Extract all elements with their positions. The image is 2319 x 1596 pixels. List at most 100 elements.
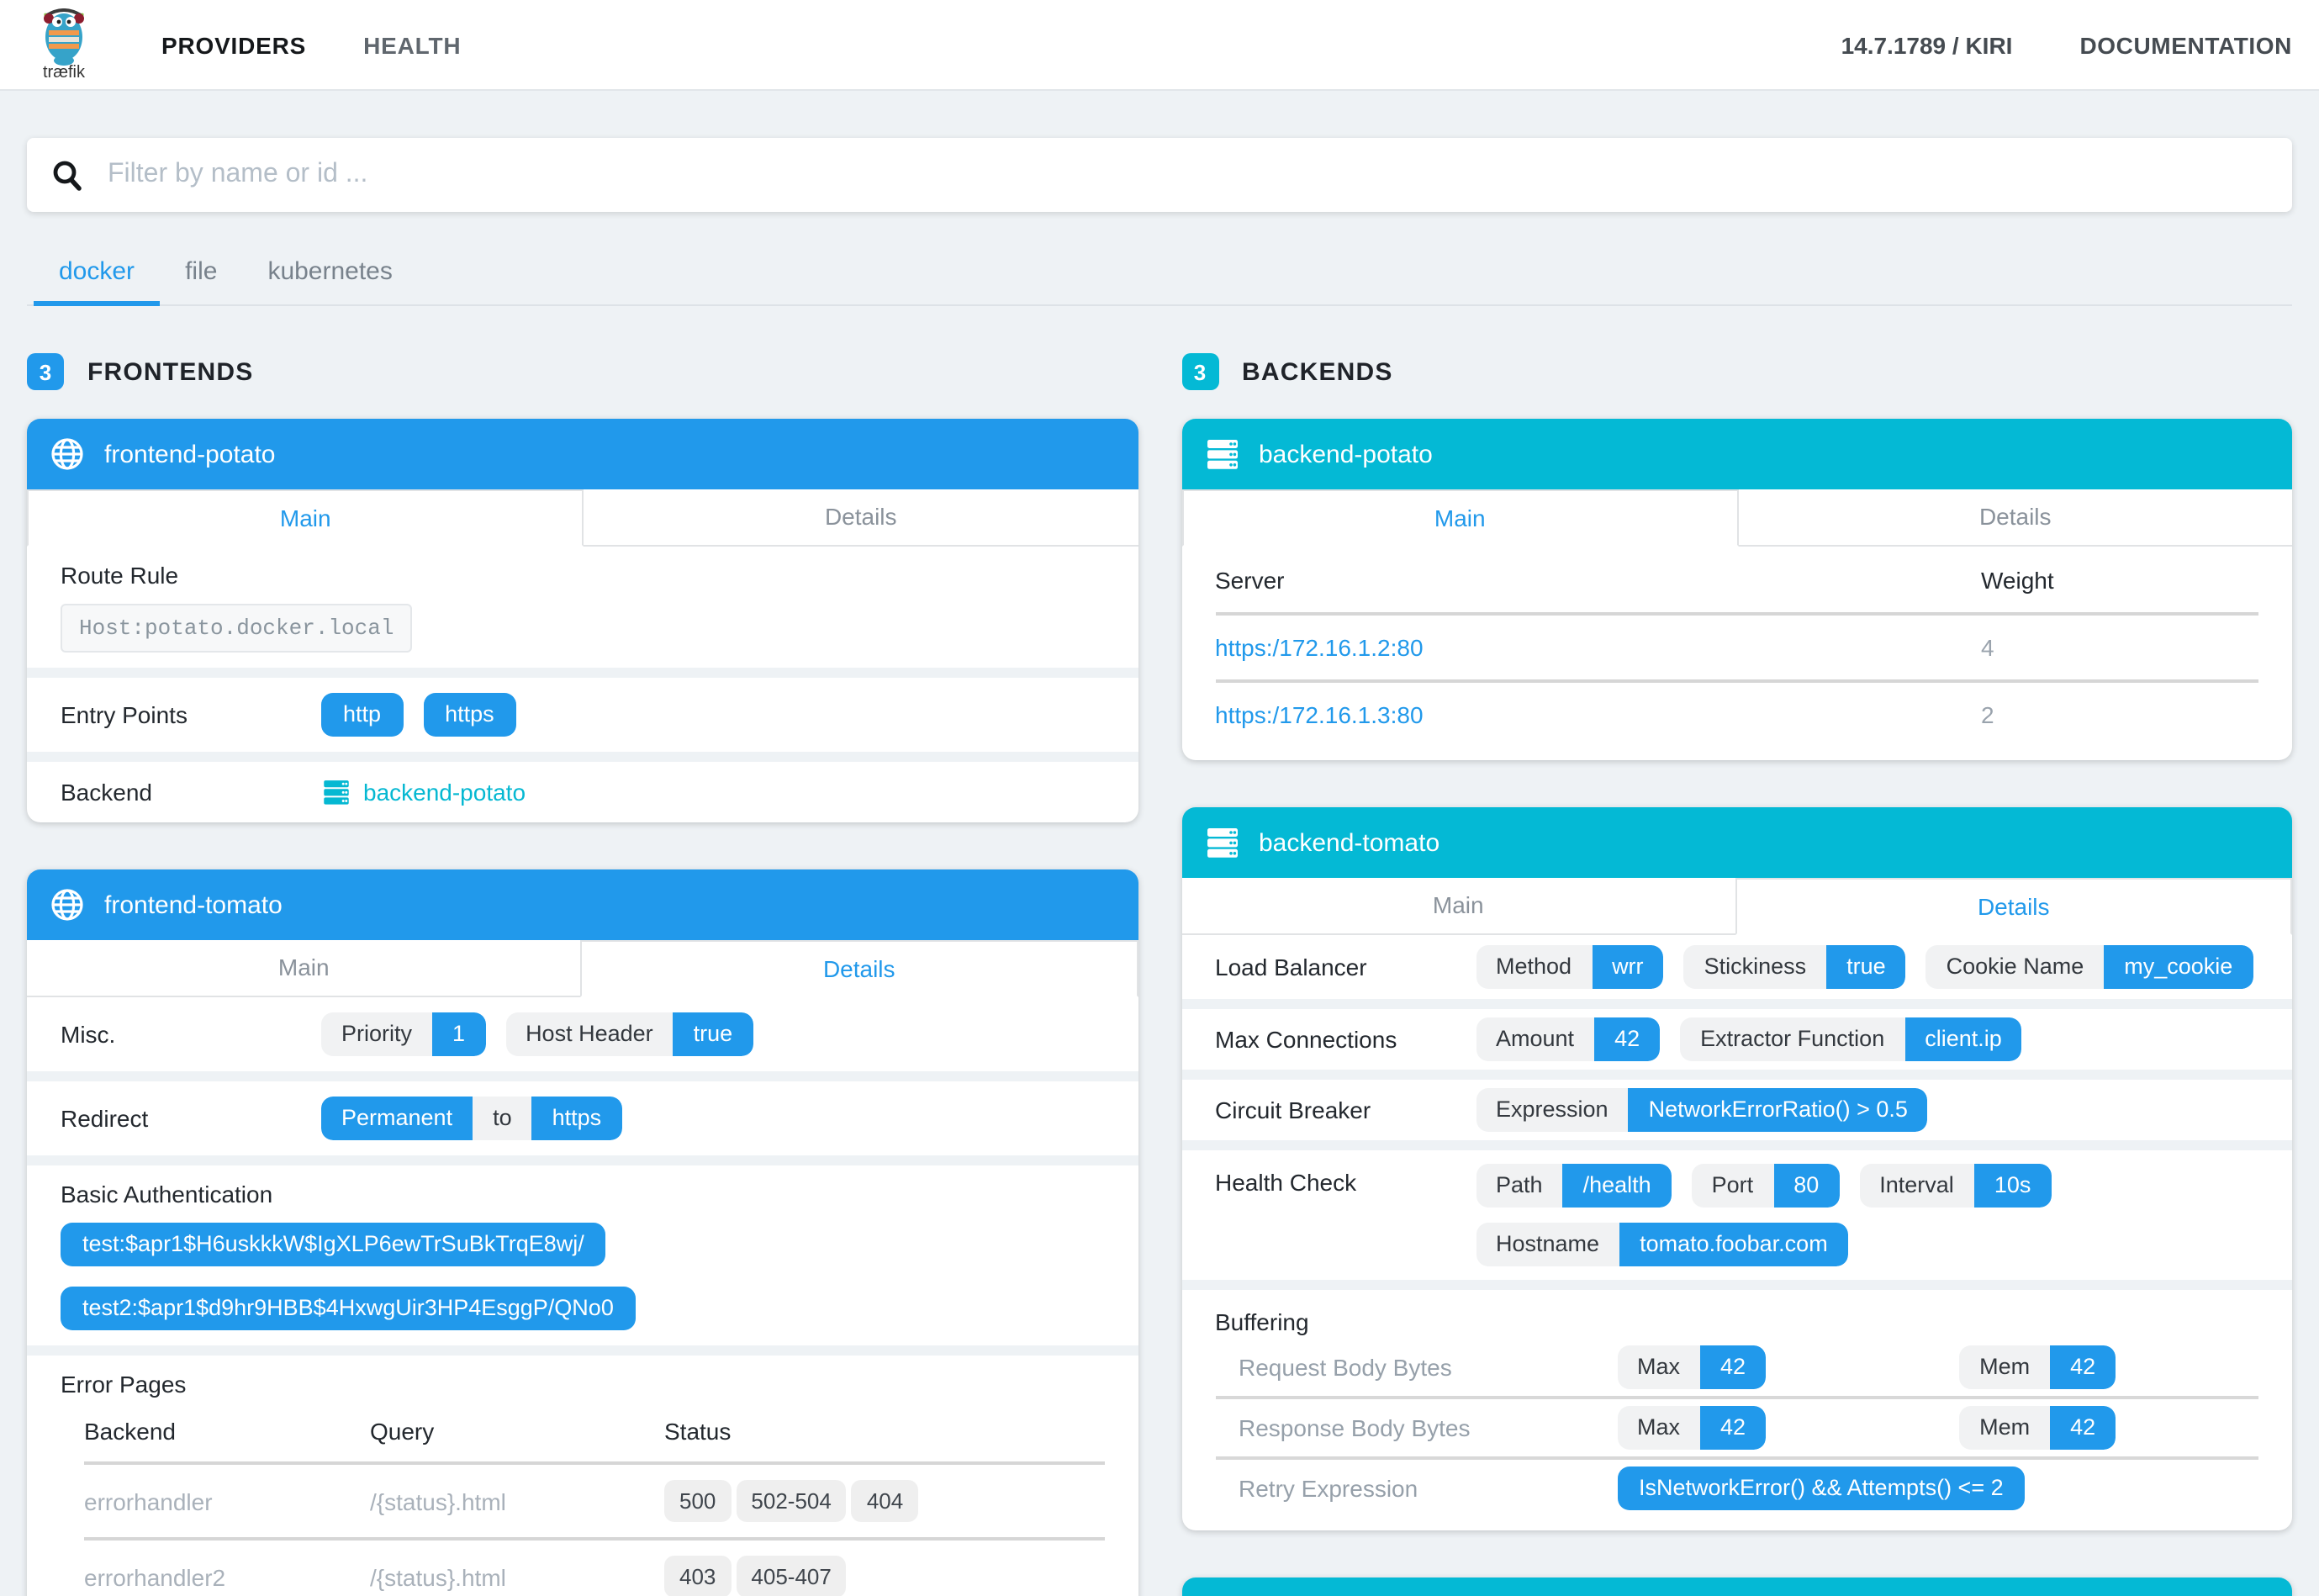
retry-expression-row: Retry Expression IsNetworkError() && Att… bbox=[1215, 1456, 2258, 1517]
load-balancer-row: Load Balancer Method wrr Stickiness true C… bbox=[1181, 935, 2292, 999]
tab-details[interactable]: Details bbox=[584, 489, 1138, 545]
nav-item-documentation[interactable]: DOCUMENTATION bbox=[2079, 31, 2292, 58]
host-header-pair: Host Header true bbox=[505, 1012, 753, 1056]
mem-pair: Mem 42 bbox=[1959, 1406, 2116, 1450]
buffering-label: Buffering bbox=[1215, 1308, 1309, 1335]
card-frontend-potato: frontend-potato Main Details Route Rule … bbox=[27, 419, 1138, 822]
entry-point-chip: https bbox=[423, 693, 516, 737]
path-pair: Path/health bbox=[1476, 1164, 1672, 1208]
tab-details[interactable]: Details bbox=[1738, 489, 2292, 545]
health-check-row: Health Check Path/health Port 80 Interval… bbox=[1181, 1140, 2292, 1280]
basic-auth-chip: test2:$apr1$d9hr9HBB$4HxwgUir3HP4EsggP/Q… bbox=[61, 1287, 636, 1330]
tab-details[interactable]: Details bbox=[1735, 878, 2292, 935]
server-icon bbox=[324, 780, 349, 805]
redirect-label: Redirect bbox=[61, 1105, 149, 1132]
cookie-name-pair: Cookie Name my_cookie bbox=[1925, 945, 2253, 989]
tab-main[interactable]: Main bbox=[27, 489, 584, 547]
page-content: docker file kubernetes 3 FRONTENDS bbox=[0, 138, 2319, 1596]
traefik-logo[interactable]: træfik bbox=[27, 8, 101, 82]
backends-count-badge: 3 bbox=[1181, 353, 1218, 390]
tab-kubernetes[interactable]: kubernetes bbox=[267, 257, 393, 286]
retry-expression-chip: IsNetworkError() && Attempts() <= 2 bbox=[1617, 1467, 2026, 1510]
card-frontend-potato-tabs: Main Details bbox=[27, 489, 1138, 547]
entry-points-row: Entry Points http https bbox=[27, 668, 1138, 752]
globe-icon bbox=[51, 889, 83, 921]
card-backend-potato-header: backend-potato bbox=[1181, 419, 2292, 489]
status-chip: 405-407 bbox=[736, 1556, 847, 1596]
status-chip: 403 bbox=[664, 1556, 732, 1596]
card-backend-lettuce: backend-lettuce Main Details bbox=[1181, 1578, 2292, 1596]
tab-docker[interactable]: docker bbox=[34, 242, 161, 306]
tab-file[interactable]: file bbox=[185, 257, 218, 286]
stickiness-pair: Stickiness true bbox=[1683, 945, 1906, 989]
tab-main[interactable]: Main bbox=[27, 940, 581, 996]
route-rule-row: Route Rule Host:potato.docker.local bbox=[27, 547, 1138, 668]
extractor-pair: Extractor Function client.ip bbox=[1680, 1017, 2022, 1061]
backend-link-label: backend-potato bbox=[363, 779, 526, 806]
amount-pair: Amount 42 bbox=[1476, 1017, 1661, 1061]
backend-row: Backend backend-potato bbox=[27, 752, 1138, 822]
provider-tabs: docker file kubernetes bbox=[27, 242, 2292, 306]
version-label: 14.7.1789 / KIRI bbox=[1841, 31, 2013, 58]
response-body-bytes-row: Response Body Bytes Max 42 Mem 42 bbox=[1215, 1396, 2258, 1456]
route-rule-label: Route Rule bbox=[61, 562, 179, 589]
tab-main[interactable]: Main bbox=[1181, 878, 1735, 933]
nav-item-health[interactable]: HEALTH bbox=[363, 31, 462, 58]
table-row: https:/172.16.1.3:80 2 bbox=[1215, 679, 2258, 747]
backend-potato-link[interactable]: backend-potato bbox=[321, 777, 526, 807]
basic-auth-chip: test:$apr1$H6uskkkW$IgXLP6ewTrSuBkTrqE8w… bbox=[61, 1223, 606, 1266]
load-balancer-label: Load Balancer bbox=[1215, 954, 1367, 980]
misc-label: Misc. bbox=[61, 1021, 116, 1048]
tab-details[interactable]: Details bbox=[580, 940, 1138, 997]
backends-section-head: 3 BACKENDS bbox=[1181, 353, 2292, 390]
backends-title: BACKENDS bbox=[1242, 357, 1393, 386]
request-body-bytes-label: Request Body Bytes bbox=[1239, 1354, 1452, 1381]
error-pages-label: Error Pages bbox=[61, 1371, 187, 1398]
frontends-column: 3 FRONTENDS frontend-potato bbox=[27, 353, 1138, 1596]
server-icon bbox=[1207, 440, 1237, 469]
nav-links: PROVIDERS HEALTH bbox=[161, 31, 461, 58]
card-title: frontend-tomato bbox=[104, 890, 283, 919]
priority-pair: Priority 1 bbox=[321, 1012, 486, 1056]
table-row: https:/172.16.1.2:80 4 bbox=[1215, 616, 2258, 679]
card-backend-tomato: backend-tomato Main Details Load Balance… bbox=[1181, 807, 2292, 1530]
status-chip: 500 bbox=[664, 1480, 732, 1522]
backends-column: 3 BACKENDS backend-pota bbox=[1181, 353, 2292, 1596]
max-pair: Max 42 bbox=[1617, 1345, 1767, 1389]
card-title: backend-tomato bbox=[1259, 828, 1440, 857]
request-body-bytes-row: Request Body Bytes Max 42 Mem 42 bbox=[1215, 1339, 2258, 1396]
card-frontend-tomato-tabs: Main Details bbox=[27, 940, 1138, 997]
card-backend-tomato-header: backend-tomato bbox=[1181, 807, 2292, 878]
card-frontend-tomato: frontend-tomato Main Details Misc. Prior… bbox=[27, 869, 1138, 1596]
server-link[interactable]: https:/172.16.1.3:80 bbox=[1215, 701, 1424, 728]
frontends-section-head: 3 FRONTENDS bbox=[27, 353, 1138, 390]
card-backend-potato: backend-potato Main Details Server Weigh… bbox=[1181, 419, 2292, 760]
circuit-breaker-label: Circuit Breaker bbox=[1215, 1097, 1371, 1123]
traefik-gopher-icon bbox=[44, 8, 84, 65]
error-pages-row: Error Pages Backend Query Status errorha… bbox=[27, 1345, 1138, 1596]
nav-right: 14.7.1789 / KIRI DOCUMENTATION bbox=[1841, 31, 2292, 58]
servers-table: Server Weight https:/172.16.1.2:80 4 htt… bbox=[1181, 547, 2292, 760]
search-input[interactable] bbox=[104, 158, 2269, 192]
backend-label: Backend bbox=[61, 779, 152, 806]
tab-main[interactable]: Main bbox=[1181, 489, 1739, 547]
redirect-row: Redirect Permanent to https bbox=[27, 1071, 1138, 1155]
globe-icon bbox=[51, 438, 83, 470]
servers-table-head: Server Weight bbox=[1215, 550, 2258, 616]
server-icon bbox=[1207, 828, 1237, 858]
server-link[interactable]: https:/172.16.1.2:80 bbox=[1215, 634, 1424, 661]
card-backend-potato-tabs: Main Details bbox=[1181, 489, 2292, 547]
route-rule-value: Host:potato.docker.local bbox=[61, 604, 413, 653]
expression-pair: Expression NetworkErrorRatio() > 0.5 bbox=[1476, 1088, 1928, 1132]
nav-item-providers[interactable]: PROVIDERS bbox=[161, 31, 307, 58]
card-backend-lettuce-header: backend-lettuce bbox=[1181, 1578, 2292, 1596]
interval-pair: Interval 10s bbox=[1859, 1164, 2052, 1208]
basic-auth-label: Basic Authentication bbox=[61, 1181, 273, 1208]
server-weight: 2 bbox=[1981, 701, 1994, 728]
table-row: errorhandler2 /{status}.html 403 405-407 bbox=[84, 1537, 1104, 1596]
frontends-count-badge: 3 bbox=[27, 353, 64, 390]
search-bar bbox=[27, 138, 2292, 212]
misc-row: Misc. Priority 1 Host Header true bbox=[27, 997, 1138, 1071]
hostname-pair: Hostname tomato.foobar.com bbox=[1476, 1223, 1848, 1266]
